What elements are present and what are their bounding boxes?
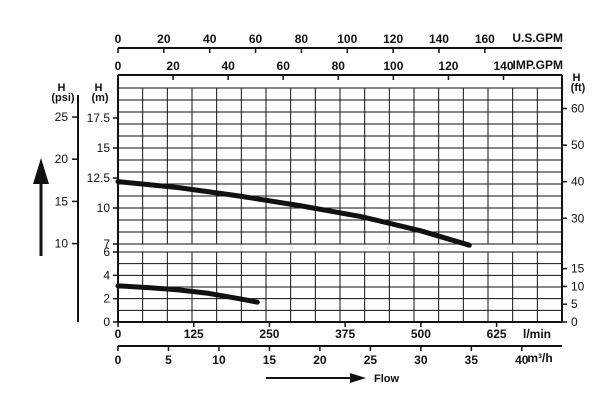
right-ft-tick-label: 40 [571,175,585,189]
top-impgpm-tick-label: 60 [277,59,291,73]
left-m-axis-label-line2: (m) [91,92,108,104]
top-usgpm-tick-label: 20 [157,32,171,46]
left-psi-tick-label: 15 [55,194,69,208]
bottom-m3h-axis-label: m³/h [527,351,552,365]
right-ft-axis-label-line2: (ft) [571,82,586,94]
right-ft-tick-label: 60 [571,102,585,116]
right-ft-axis-label-line1: H [572,72,580,84]
left-psi-tick-label: 25 [55,110,69,124]
left-psi-tick-label: 20 [55,152,69,166]
top-impgpm-tick-label: 40 [221,59,235,73]
left-psi-axis-label: H (psi) [51,82,75,104]
left-m-axis-label: H (m) [91,82,108,104]
top-impgpm-tick-label: 120 [438,59,458,73]
lower-right-ft-tick-label: 0 [571,315,578,329]
top-usgpm-tick-label: 60 [249,32,263,46]
bottom-lmin-tick-label: 500 [411,327,431,341]
lower-right-ft-tick-label: 15 [571,262,585,276]
lower-left-m-tick-label: 4 [103,268,110,282]
head-arrow-head [33,158,49,184]
bottom-m3h-tick-label: 25 [364,353,378,367]
bottom-m3h-tick-label: 30 [414,353,428,367]
top-impgpm-tick-label: 80 [332,59,346,73]
bottom-m3h-tick-label: 10 [212,353,226,367]
left-psi-axis-label-line1: H [57,82,65,94]
lower-left-m-tick-label: 2 [103,292,110,306]
top-usgpm-tick-label: 0 [115,32,122,46]
power-curve-lower [115,283,260,305]
top-usgpm-tick-label: 100 [337,32,357,46]
top-usgpm-tick-label: 140 [429,32,449,46]
lower-left-m-tick-label: 0 [103,315,110,329]
flow-arrow-head [350,373,366,383]
bottom-m3h-tick-label: 5 [165,353,172,367]
bottom-lmin-tick-label: 250 [259,327,279,341]
lower-right-ft-tick-label: 5 [571,297,578,311]
top-impgpm-tick-label: 0 [115,59,122,73]
right-ft-axis-label: H (ft) [571,72,586,94]
bottom-m3h-tick-label: 20 [313,353,327,367]
top-impgpm-tick-label: 20 [166,59,180,73]
right-ft-tick-label: 30 [571,211,585,225]
top-impgpm-axis-label: IMP.GPM [513,58,563,72]
top-usgpm-tick-label: 40 [203,32,217,46]
right-ft-tick-label: 50 [571,138,585,152]
left-m-tick-label: 7 [103,237,110,251]
left-m-tick-label: 12.5 [87,171,111,185]
left-m-tick-label: 10 [97,201,111,215]
bottom-lmin-tick-label: 0 [115,327,122,341]
bottom-lmin-tick-label: 375 [335,327,355,341]
bottom-lmin-tick-label: 125 [184,327,204,341]
top-usgpm-tick-label: 80 [295,32,309,46]
bottom-m3h-tick-label: 0 [115,353,122,367]
left-m-tick-label: 15 [97,141,111,155]
left-m-axis-label-line1: H [94,82,102,94]
top-usgpm-tick-label: 120 [383,32,403,46]
lower-left-m-tick-label: 6 [103,245,110,259]
flow-label: Flow [374,373,399,385]
left-psi-tick-label: 10 [55,237,69,251]
top-impgpm-tick-label: 140 [493,59,513,73]
lower-right-ft-tick-label: 10 [571,279,585,293]
top-usgpm-axis-label: U.S.GPM [512,31,563,45]
bottom-lmin-tick-label: 625 [487,327,507,341]
top-usgpm-tick-label: 160 [475,32,495,46]
top-impgpm-tick-label: 100 [383,59,403,73]
bottom-m3h-tick-label: 35 [465,353,479,367]
left-m-tick-label: 17.5 [87,111,111,125]
bottom-m3h-tick-label: 15 [263,353,277,367]
head-curve-upper [115,179,472,248]
bottom-m3h-tick-label: 40 [515,353,529,367]
bottom-lmin-axis-label: l/min [523,327,551,341]
left-psi-axis-label-line2: (psi) [51,92,75,104]
